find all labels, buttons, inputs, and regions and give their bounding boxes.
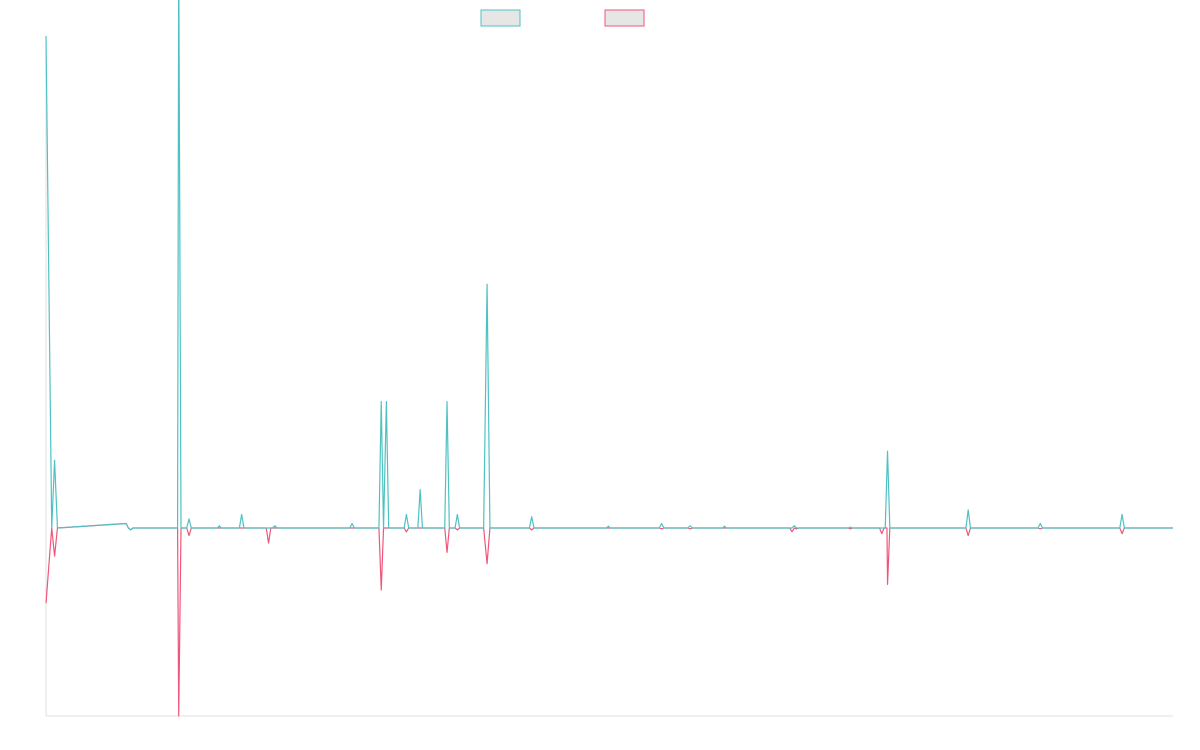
series-line-1 — [45, 0, 1173, 531]
legend-swatch-2[interactable] — [604, 9, 645, 27]
series-layer — [45, 0, 1173, 717]
series-line-2 — [45, 522, 1173, 717]
legend-swatch-1[interactable] — [480, 9, 521, 27]
legend[interactable] — [480, 9, 645, 27]
axes — [45, 36, 1173, 717]
